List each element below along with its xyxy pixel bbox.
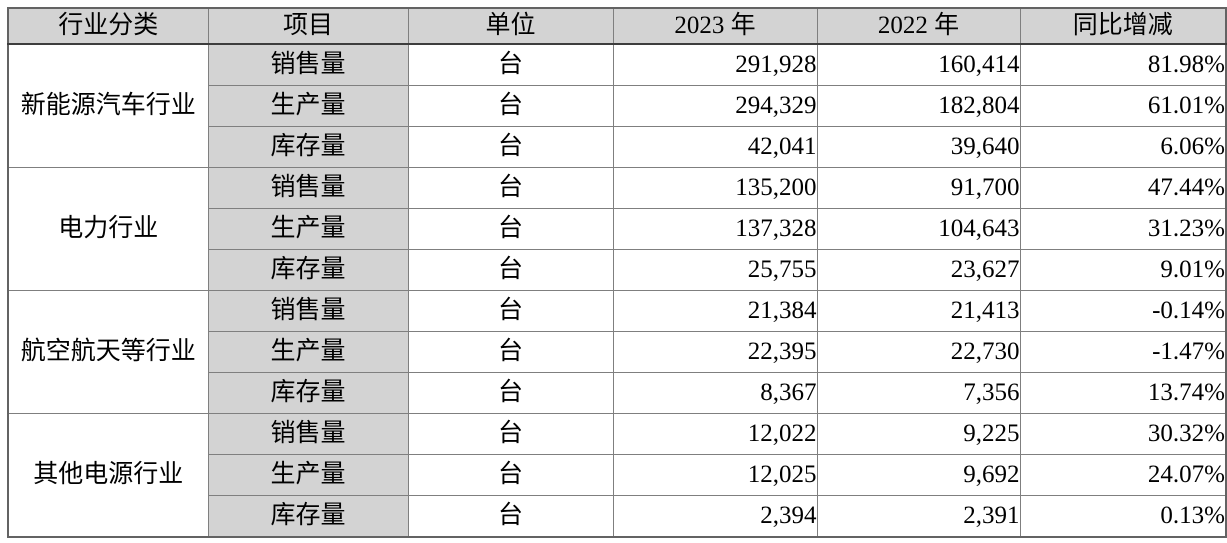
value-2023-cell: 12,025 [612,454,818,496]
unit-cell: 台 [407,249,614,291]
item-cell: 销售量 [207,43,409,86]
yoy-cell: 31.23% [1019,208,1227,250]
table-row: 库存量 台 8,367 7,356 13.74% [8,372,1227,414]
value-2023-cell: 12,022 [612,413,818,455]
value-2022-cell: 91,700 [816,167,1021,209]
table-row: 库存量 台 2,394 2,391 0.13% [8,495,1227,538]
unit-cell: 台 [407,43,614,86]
industry-cell: 其他电源行业 [7,413,209,538]
industry-production-sales-table: 行业分类 项目 单位 2023 年 2022 年 同比增减 新能源汽车行业 销售… [7,7,1227,538]
industry-cell: 航空航天等行业 [7,290,209,414]
yoy-cell: -0.14% [1019,290,1227,332]
table-row: 库存量 台 25,755 23,627 9.01% [8,249,1227,291]
yoy-cell: 61.01% [1019,85,1227,127]
value-2023-cell: 8,367 [612,372,818,414]
item-cell: 库存量 [207,249,409,291]
unit-cell: 台 [407,495,614,538]
item-cell: 生产量 [207,454,409,496]
item-cell: 库存量 [207,126,409,168]
unit-cell: 台 [407,290,614,332]
value-2022-cell: 7,356 [816,372,1021,414]
table-row: 生产量 台 294,329 182,804 61.01% [8,85,1227,127]
yoy-cell: 47.44% [1019,167,1227,209]
value-2022-cell: 9,225 [816,413,1021,455]
value-2023-cell: 291,928 [612,43,818,86]
value-2023-cell: 294,329 [612,85,818,127]
item-cell: 销售量 [207,413,409,455]
value-2022-cell: 2,391 [816,495,1021,538]
value-2023-cell: 135,200 [612,167,818,209]
item-cell: 库存量 [207,372,409,414]
value-2023-cell: 137,328 [612,208,818,250]
header-yoy: 同比增减 [1019,7,1227,45]
yoy-cell: 9.01% [1019,249,1227,291]
unit-cell: 台 [407,454,614,496]
value-2022-cell: 22,730 [816,331,1021,373]
yoy-cell: 24.07% [1019,454,1227,496]
unit-cell: 台 [407,372,614,414]
header-2023: 2023 年 [612,7,818,45]
value-2022-cell: 104,643 [816,208,1021,250]
item-cell: 生产量 [207,331,409,373]
value-2022-cell: 23,627 [816,249,1021,291]
yoy-cell: 13.74% [1019,372,1227,414]
unit-cell: 台 [407,126,614,168]
item-cell: 销售量 [207,167,409,209]
unit-cell: 台 [407,413,614,455]
unit-cell: 台 [407,85,614,127]
item-cell: 销售量 [207,290,409,332]
value-2023-cell: 25,755 [612,249,818,291]
industry-cell: 新能源汽车行业 [7,43,209,168]
value-2022-cell: 160,414 [816,43,1021,86]
value-2022-cell: 21,413 [816,290,1021,332]
table-row: 其他电源行业 销售量 台 12,022 9,225 30.32% [7,413,1227,538]
table-row: 生产量 台 12,025 9,692 24.07% [8,454,1227,496]
header-2022: 2022 年 [816,7,1021,45]
table-row: 电力行业 销售量 台 135,200 91,700 47.44% [7,167,1227,291]
table-row: 库存量 台 42,041 39,640 6.06% [8,126,1227,168]
table-row: 生产量 台 22,395 22,730 -1.47% [8,331,1227,373]
value-2023-cell: 21,384 [612,290,818,332]
table-row: 新能源汽车行业 销售量 台 291,928 160,414 81.98% [7,43,1227,168]
item-cell: 生产量 [207,208,409,250]
value-2023-cell: 22,395 [612,331,818,373]
header-unit: 单位 [407,7,614,45]
yoy-cell: 30.32% [1019,413,1227,455]
unit-cell: 台 [407,331,614,373]
table-row: 航空航天等行业 销售量 台 21,384 21,413 -0.14% [7,290,1227,414]
yoy-cell: 81.98% [1019,43,1227,86]
industry-cell: 电力行业 [7,167,209,291]
yoy-cell: -1.47% [1019,331,1227,373]
item-cell: 库存量 [207,495,409,538]
yoy-cell: 6.06% [1019,126,1227,168]
item-cell: 生产量 [207,85,409,127]
value-2023-cell: 2,394 [612,495,818,538]
yoy-cell: 0.13% [1019,495,1227,538]
value-2022-cell: 9,692 [816,454,1021,496]
value-2022-cell: 182,804 [816,85,1021,127]
value-2023-cell: 42,041 [612,126,818,168]
value-2022-cell: 39,640 [816,126,1021,168]
unit-cell: 台 [407,167,614,209]
header-industry: 行业分类 [7,7,209,45]
header-item: 项目 [207,7,409,45]
table-header-row: 行业分类 项目 单位 2023 年 2022 年 同比增减 [7,7,1227,45]
unit-cell: 台 [407,208,614,250]
